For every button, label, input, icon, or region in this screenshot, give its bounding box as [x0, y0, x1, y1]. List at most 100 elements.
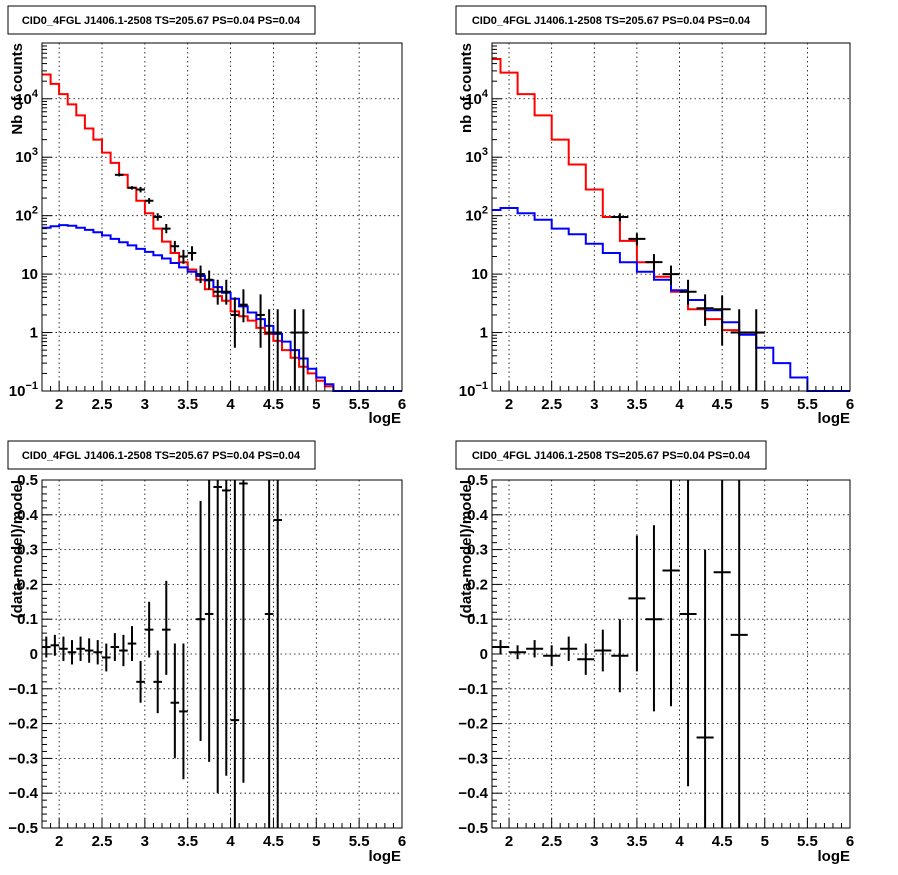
y-tick-label: 0 — [480, 646, 488, 663]
data-point — [162, 224, 171, 234]
y-tick-label: −0.2 — [8, 716, 38, 733]
data-point — [59, 636, 68, 661]
x-tick-label: 3.5 — [177, 396, 198, 413]
data-point — [290, 309, 300, 391]
data-point — [696, 294, 714, 326]
data-point — [628, 233, 646, 246]
y-tick-label: −0.4 — [458, 785, 488, 802]
data-point — [204, 480, 214, 762]
y-tick-label: 0.4 — [467, 507, 489, 524]
y-tick-label: 1 — [30, 325, 38, 342]
y-tick-label: −0.3 — [458, 750, 488, 767]
data-point — [628, 535, 646, 672]
y-tick-label: 0.1 — [17, 611, 38, 628]
data-point — [93, 640, 102, 665]
x-tick-label: 4.5 — [712, 833, 733, 850]
step-histogram-line — [492, 207, 850, 392]
data-point — [679, 279, 697, 305]
panel-bottom-right: CID0_4FGL J1406.1-2508 TS=205.67 PS=0.04… — [455, 440, 854, 865]
y-tick-label: 0.2 — [467, 576, 488, 593]
panel-title: CID0_4FGL J1406.1-2508 TS=205.67 PS=0.04… — [472, 15, 751, 27]
x-axis-label: logE — [818, 410, 851, 427]
y-tick-label: 102 — [465, 205, 488, 225]
y-tick-label: 10 — [471, 266, 488, 283]
x-tick-label: 3 — [141, 396, 149, 413]
y-tick-label: 0.2 — [17, 576, 38, 593]
data-point — [67, 640, 77, 665]
data-point — [230, 480, 240, 828]
panel-top-right: CID0_4FGL J1406.1-2508 TS=205.67 PS=0.04… — [455, 5, 854, 427]
data-point — [696, 549, 714, 828]
data-point — [594, 629, 612, 672]
step-histogram-line — [492, 58, 765, 334]
x-tick-label: 5.5 — [349, 833, 370, 850]
data-point — [679, 480, 697, 787]
data-point — [526, 640, 544, 658]
y-tick-label: −0.2 — [458, 716, 488, 733]
data-point — [747, 309, 765, 391]
plot-marks — [492, 58, 850, 392]
y-axis-label: (data-model)/model — [9, 480, 26, 618]
x-axis-label: logE — [369, 410, 402, 427]
x-tick-label: 2.5 — [541, 396, 562, 413]
plot-marks — [42, 480, 282, 828]
y-tick-label: −0.1 — [458, 681, 488, 698]
data-point — [662, 265, 680, 286]
y-axis-label: nb of counts — [458, 43, 475, 133]
data-point — [264, 309, 274, 391]
data-point — [230, 297, 240, 348]
panel-title: CID0_4FGL J1406.1-2508 TS=205.67 PS=0.04… — [22, 450, 301, 462]
x-tick-label: 2 — [505, 396, 513, 413]
x-tick-label: 5.5 — [797, 396, 818, 413]
data-point — [170, 240, 180, 252]
data-point — [153, 213, 162, 221]
y-tick-label: 0.3 — [17, 542, 38, 559]
y-tick-label: −0.5 — [8, 820, 38, 837]
data-point — [179, 643, 188, 780]
panel-top-left: CID0_4FGL J1406.1-2508 TS=205.67 PS=0.04… — [7, 5, 406, 427]
data-point — [222, 279, 231, 305]
data-point — [299, 309, 308, 391]
x-tick-label: 3 — [590, 396, 598, 413]
data-point — [611, 213, 629, 222]
data-point — [543, 645, 561, 667]
y-tick-label: 1 — [480, 325, 488, 342]
x-tick-label: 4 — [226, 833, 235, 850]
data-point — [179, 249, 188, 264]
data-point — [114, 173, 124, 177]
x-tick-label: 4.5 — [263, 396, 284, 413]
data-point — [127, 626, 137, 661]
data-point — [213, 480, 222, 794]
x-tick-label: 3.5 — [177, 833, 198, 850]
y-tick-label: −0.3 — [8, 750, 38, 767]
x-tick-label: 4 — [675, 833, 684, 850]
data-point — [577, 643, 595, 675]
data-point — [102, 643, 111, 672]
x-tick-label: 2 — [55, 833, 63, 850]
panel-bottom-left: CID0_4FGL J1406.1-2508 TS=205.67 PS=0.04… — [7, 440, 406, 865]
y-tick-label: −0.5 — [458, 820, 488, 837]
data-point — [730, 480, 748, 828]
data-point — [730, 309, 748, 391]
x-tick-label: 2.5 — [541, 833, 562, 850]
y-tick-label: −0.4 — [8, 785, 38, 802]
y-tick-label: 103 — [15, 146, 38, 166]
y-axis-label: Nb of counts — [9, 43, 26, 135]
data-point — [256, 294, 265, 348]
data-point — [204, 270, 214, 290]
y-tick-label: −0.1 — [8, 681, 38, 698]
data-point — [136, 660, 145, 703]
y-tick-label: 104 — [15, 88, 39, 108]
y-axis-label: (data-model)/model — [458, 480, 475, 618]
x-tick-label: 2.5 — [92, 396, 113, 413]
data-point — [144, 601, 154, 658]
data-point — [239, 289, 248, 323]
x-tick-label: 2 — [55, 396, 63, 413]
data-point — [153, 650, 162, 714]
x-tick-label: 2.5 — [92, 833, 113, 850]
y-tick-label: 0.3 — [467, 542, 488, 559]
data-point — [136, 186, 145, 193]
x-tick-label: 2 — [505, 833, 513, 850]
x-tick-label: 5.5 — [349, 396, 370, 413]
y-tick-label: 0.5 — [467, 472, 488, 489]
